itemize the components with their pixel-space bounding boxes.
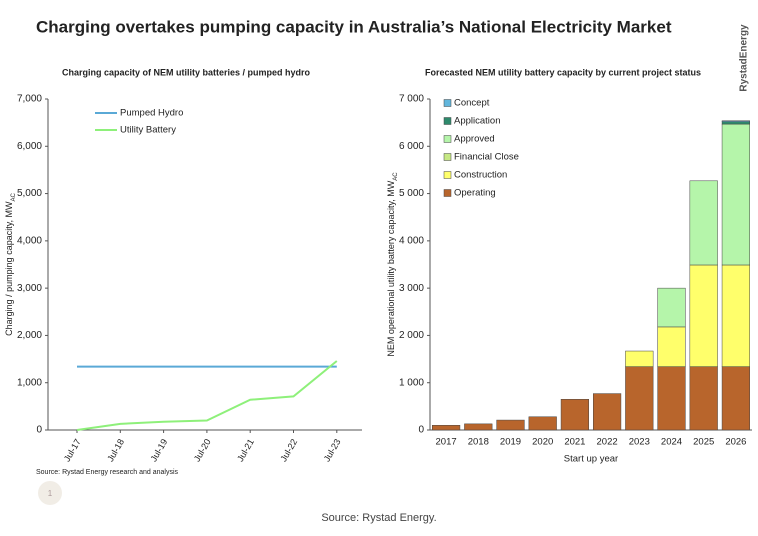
legend-label: Approved — [454, 134, 495, 145]
bar-segment — [432, 425, 461, 431]
bar-segment — [721, 120, 750, 122]
x-tick-label: 2023 — [629, 437, 650, 448]
caption: Source: Rystad Energy. — [321, 512, 436, 524]
bar-segment — [657, 287, 686, 328]
x-tick-label: 2026 — [725, 437, 746, 448]
x-tick-label: 2024 — [661, 437, 682, 448]
legend-label: Construction — [454, 170, 507, 181]
y-axis-label-main: NEM operational utility battery capacity… — [386, 180, 396, 356]
x-tick-label: 2025 — [693, 437, 714, 448]
y-tick-label: 6 000 — [399, 141, 424, 152]
legend-swatch — [443, 153, 452, 161]
y-tick-label: 5 000 — [399, 188, 424, 199]
y-tick-label: 1 000 — [399, 377, 424, 388]
bar-segment — [560, 399, 589, 431]
left-source: Source: Rystad Energy research and analy… — [36, 469, 179, 476]
y-tick-label: 1,000 — [17, 377, 42, 388]
line — [76, 360, 338, 431]
x-axis-label: Start up year — [564, 454, 618, 465]
legend-label: Application — [454, 116, 500, 127]
bar-segment — [721, 121, 750, 125]
bar-segment — [721, 264, 750, 367]
bar-segment — [689, 180, 718, 266]
bar-segment — [689, 264, 718, 367]
legend-label: Operating — [454, 188, 496, 199]
legend-label: Utility Battery — [120, 125, 176, 136]
y-tick-label: 3,000 — [17, 283, 42, 294]
x-tick-label: Jul-23 — [322, 437, 343, 463]
x-tick-label: Jul-21 — [235, 437, 256, 463]
x-tick-label: Jul-20 — [192, 437, 213, 463]
legend-swatch — [443, 135, 452, 143]
y-tick-label: 0 — [36, 425, 42, 436]
x-tick-label: 2022 — [597, 437, 618, 448]
y-tick-label: 7,000 — [17, 94, 42, 105]
main-title: Charging overtakes pumping capacity in A… — [36, 17, 672, 36]
legend-swatch — [443, 171, 452, 179]
y-tick-label: 5,000 — [17, 188, 42, 199]
y-tick-label: 7 000 — [399, 94, 424, 105]
y-axis-label-sub: AC — [11, 192, 17, 201]
bar-segment — [657, 326, 686, 367]
x-tick-label: 2020 — [532, 437, 553, 448]
x-tick-label: 2021 — [564, 437, 585, 448]
x-tick-label: 2017 — [436, 437, 457, 448]
legend-label: Pumped Hydro — [120, 108, 183, 119]
bar-segment — [721, 123, 750, 266]
legend-swatch — [443, 189, 452, 197]
bar-segment — [689, 366, 718, 431]
badge: 1 — [48, 489, 53, 498]
legend-swatch — [443, 117, 452, 125]
y-tick-label: 4 000 — [399, 235, 424, 246]
x-tick-label: Jul-19 — [148, 437, 169, 463]
legend-label: Financial Close — [454, 152, 519, 163]
x-tick-label: Jul-18 — [105, 437, 126, 463]
y-tick-label: 3 000 — [399, 283, 424, 294]
x-tick-label: Jul-22 — [278, 437, 299, 463]
y-axis-label-main: Charging / pumping capacity, MW — [4, 201, 14, 336]
x-tick-label: Jul-17 — [62, 437, 83, 463]
chart-title: Forecasted NEM utility battery capacity … — [425, 67, 701, 77]
y-axis-label: Charging / pumping capacity, MWAC — [4, 192, 16, 335]
x-tick-label: 2019 — [500, 437, 521, 448]
y-tick-label: 0 — [418, 425, 424, 436]
bar-segment — [593, 393, 622, 431]
y-tick-label: 4,000 — [17, 235, 42, 246]
bar-segment — [464, 423, 493, 431]
y-axis-label-sub: AC — [393, 172, 399, 181]
bar-segment — [625, 366, 654, 431]
y-tick-label: 2,000 — [17, 330, 42, 341]
y-axis-label: NEM operational utility battery capacity… — [386, 172, 398, 357]
x-tick-label: 2018 — [468, 437, 489, 448]
badge-circle — [38, 481, 62, 505]
bar-segment — [496, 419, 525, 431]
legend-swatch — [443, 99, 452, 107]
bar-segment — [528, 416, 557, 431]
y-tick-label: 2 000 — [399, 330, 424, 341]
logo: RystadEnergy — [739, 24, 750, 92]
bar-segment — [625, 350, 654, 367]
bar-segment — [657, 366, 686, 431]
y-tick-label: 6,000 — [17, 141, 42, 152]
bar-segment — [721, 366, 750, 431]
chart-title: Charging capacity of NEM utility batteri… — [62, 67, 311, 77]
legend-label: Concept — [454, 98, 490, 109]
